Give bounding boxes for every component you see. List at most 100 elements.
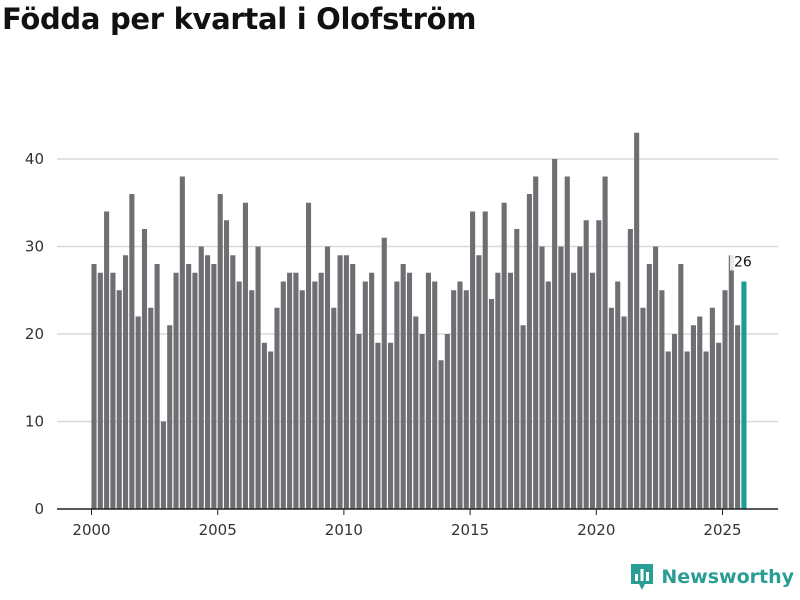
bar xyxy=(192,272,198,509)
bar xyxy=(343,255,349,509)
bar xyxy=(413,316,419,509)
bar xyxy=(337,255,343,509)
bar xyxy=(129,194,135,509)
bar xyxy=(533,176,539,509)
bar xyxy=(198,246,204,509)
bar xyxy=(507,272,514,509)
bar xyxy=(167,325,173,509)
bar xyxy=(242,202,248,509)
bar xyxy=(697,316,703,509)
bar-chart-logo-icon xyxy=(631,564,654,590)
y-tick-label: 10 xyxy=(25,413,44,431)
bar xyxy=(135,316,141,509)
bar xyxy=(230,255,236,509)
bar xyxy=(558,246,564,509)
bar xyxy=(425,272,431,509)
bar xyxy=(470,211,476,509)
bar xyxy=(432,281,438,509)
bar xyxy=(577,246,583,509)
bar xyxy=(369,272,375,509)
bar xyxy=(438,360,444,509)
bar xyxy=(154,264,160,509)
y-tick-label: 20 xyxy=(25,325,44,343)
bar xyxy=(305,202,312,509)
bar xyxy=(451,290,457,509)
bar xyxy=(583,220,589,509)
bar xyxy=(463,290,469,509)
bar xyxy=(217,194,223,509)
bar xyxy=(274,307,280,509)
bar xyxy=(716,342,722,509)
bar xyxy=(331,307,337,509)
bar-highlighted xyxy=(741,281,747,509)
bar xyxy=(104,211,110,509)
y-tick-label: 30 xyxy=(25,238,44,256)
bar xyxy=(287,272,293,509)
bar xyxy=(684,351,690,509)
x-tick-label: 2010 xyxy=(325,521,363,539)
brand-name: Newsworthy xyxy=(661,566,794,588)
x-tick-label: 2000 xyxy=(72,521,110,539)
bar xyxy=(653,246,659,509)
bar xyxy=(621,316,627,509)
data-labels: 26 xyxy=(729,251,754,271)
bar xyxy=(211,264,217,509)
bar xyxy=(722,290,728,509)
data-label-background xyxy=(729,251,754,271)
bar xyxy=(173,272,179,509)
bar xyxy=(406,272,413,509)
bar xyxy=(671,334,678,509)
bar xyxy=(261,342,267,509)
x-tick-label: 2025 xyxy=(703,521,741,539)
bar xyxy=(444,334,450,509)
bar xyxy=(280,281,286,509)
newsworthy-brand: Newsworthy xyxy=(629,562,794,592)
y-tick-label: 40 xyxy=(25,150,44,168)
bar xyxy=(596,220,602,509)
bar xyxy=(97,272,103,509)
bar xyxy=(400,264,406,509)
y-tick-label: 0 xyxy=(34,500,44,518)
y-axis: 0 10 20 30 40 xyxy=(25,150,44,518)
x-axis: 2000 2005 2010 2015 2020 2025 xyxy=(57,508,778,539)
bar xyxy=(356,334,362,509)
data-label: 26 xyxy=(734,255,752,271)
bar xyxy=(526,194,532,509)
bar xyxy=(388,342,394,509)
bar xyxy=(350,264,356,509)
bar xyxy=(703,351,709,509)
x-tick-label: 2015 xyxy=(451,521,489,539)
bar xyxy=(123,255,129,509)
bar xyxy=(205,255,211,509)
bar xyxy=(552,159,558,509)
bar xyxy=(545,281,551,509)
bar xyxy=(615,281,621,509)
bar xyxy=(488,299,495,509)
bar xyxy=(255,246,261,509)
bar xyxy=(110,272,116,509)
bar xyxy=(318,272,324,509)
bar xyxy=(116,290,122,509)
bar xyxy=(608,307,614,509)
bar xyxy=(627,229,633,509)
bar xyxy=(646,264,652,509)
bar xyxy=(634,132,640,509)
bar xyxy=(495,272,501,509)
bar xyxy=(381,237,387,509)
bar xyxy=(186,264,192,509)
bar xyxy=(678,264,684,509)
bar xyxy=(223,220,230,509)
bar xyxy=(728,255,734,509)
bar xyxy=(735,325,741,509)
bar xyxy=(249,290,255,509)
bar xyxy=(476,255,482,509)
bar xyxy=(514,229,520,509)
bar xyxy=(160,421,166,509)
bar xyxy=(690,325,696,509)
bar xyxy=(293,272,299,509)
bar xyxy=(419,334,425,509)
bar xyxy=(602,176,608,509)
bar xyxy=(571,272,577,509)
bar xyxy=(520,325,526,509)
